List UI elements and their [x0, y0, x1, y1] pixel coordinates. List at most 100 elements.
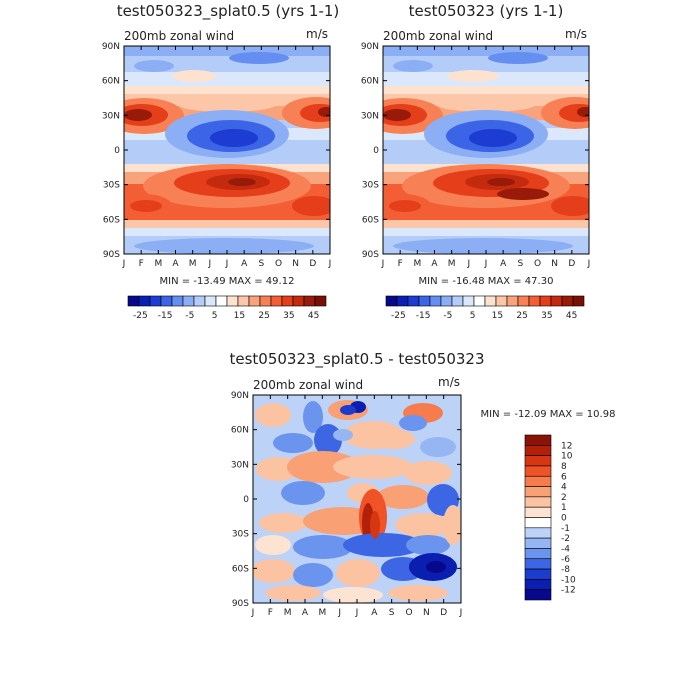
x-tick-label: J	[587, 259, 591, 269]
x-tick-label: J	[381, 259, 385, 269]
colorbar-label: 15	[492, 311, 503, 321]
x-tick-label: F	[268, 608, 273, 618]
colorbar-box	[484, 295, 497, 307]
colorbar-label: 12	[561, 441, 572, 451]
nh-jet-max	[383, 109, 411, 121]
nh-polar	[393, 60, 433, 72]
panel-2-units: m/s	[565, 27, 587, 41]
colorbar-box	[407, 295, 420, 307]
diff-contour	[255, 403, 291, 427]
colorbar-label: -6	[561, 555, 570, 565]
x-tick-label: D	[309, 259, 316, 269]
colorbar-label: -4	[561, 544, 570, 554]
panel-2-title: test050323 (yrs 1-1)	[409, 2, 564, 20]
colorbar-box	[524, 475, 552, 487]
colorbar-box	[182, 295, 195, 307]
y-tick-label: 60N	[361, 77, 379, 87]
x-tick-label: O	[275, 259, 282, 269]
colorbar-label: 25	[516, 311, 527, 321]
diff-contour	[333, 429, 353, 441]
colorbar-box	[524, 589, 552, 601]
diff-contour	[255, 535, 291, 555]
colorbar-box	[524, 465, 552, 477]
colorbar-box	[473, 295, 486, 307]
x-tick-label: J	[355, 608, 359, 618]
y-tick-label: 90N	[102, 42, 120, 52]
colorbar-label: 2	[561, 493, 567, 503]
x-tick-label: J	[251, 608, 255, 618]
colorbar-box	[524, 548, 552, 560]
diff-contour	[333, 455, 413, 479]
diff-contour	[259, 513, 307, 533]
colorbar-box	[524, 527, 552, 539]
x-tick-label: J	[328, 259, 332, 269]
x-tick-label: A	[302, 608, 309, 618]
sh-jet-peak	[228, 178, 256, 186]
colorbar-box	[149, 295, 162, 307]
colorbar-label: 1	[561, 503, 567, 513]
colorbar-label: -15	[158, 311, 173, 321]
colorbar-box	[292, 295, 305, 307]
colorbar-box	[171, 295, 184, 307]
colorbar-box	[524, 506, 552, 518]
panel-1-colorbar: -25 -15 -5 5 15 25 35 45	[127, 295, 327, 321]
diff-contour	[343, 533, 423, 557]
colorbar-box	[160, 295, 173, 307]
sh-polar-core	[389, 200, 421, 212]
panel-3-minmax: MIN = -12.09 MAX = 10.98	[481, 409, 616, 420]
diff-contour	[426, 561, 446, 573]
colorbar-box	[270, 295, 283, 307]
y-tick-label: 30N	[102, 111, 120, 121]
colorbar-label: 5	[470, 311, 476, 321]
colorbar-box	[524, 434, 552, 446]
nh-midlat	[447, 70, 499, 82]
colorbar-label: 45	[308, 311, 319, 321]
diff-contour	[287, 451, 359, 483]
panel-2-variable: 200mb zonal wind	[383, 29, 493, 43]
colorbar-label: -12	[561, 586, 576, 596]
panel-1-units: m/s	[306, 27, 328, 41]
x-tick-label: O	[405, 608, 412, 618]
diff-contour	[404, 461, 452, 485]
colorbar-label: 45	[566, 311, 577, 321]
y-tick-label: 0	[243, 495, 249, 505]
diff-contour	[371, 429, 415, 449]
colorbar-box	[259, 295, 272, 307]
colorbar-label: 4	[561, 483, 567, 493]
y-tick-label: 30N	[361, 111, 379, 121]
colorbar-label: 35	[283, 311, 294, 321]
panel-2: test050323 (yrs 1-1) 200mb zonal wind m/…	[361, 2, 591, 321]
colorbar-label: -10	[561, 575, 576, 585]
diff-contour	[399, 415, 427, 431]
x-tick-label: N	[423, 608, 430, 618]
x-tick-label: M	[448, 259, 456, 269]
diff-contour	[443, 505, 461, 545]
field-band	[383, 220, 589, 230]
diff-contour	[395, 513, 451, 537]
x-tick-label: M	[189, 259, 197, 269]
diff-contour	[377, 485, 429, 509]
sh-polar-low	[134, 238, 314, 254]
panel-3: test050323_splat0.5 - test050323 200mb z…	[229, 350, 615, 618]
x-tick-label: N	[551, 259, 558, 269]
nh-polar	[229, 52, 289, 64]
panel-1-variable: 200mb zonal wind	[124, 29, 234, 43]
x-tick-label: M	[318, 608, 326, 618]
diff-contour	[388, 585, 448, 601]
x-tick-label: S	[517, 259, 523, 269]
x-tick-label: J	[122, 259, 126, 269]
field-band	[124, 228, 330, 238]
colorbar-label: 35	[541, 311, 552, 321]
panel-1-minmax: MIN = -13.49 MAX = 49.12	[160, 276, 295, 287]
panel-1-field	[124, 46, 330, 254]
colorbar-label: -1	[561, 524, 570, 534]
panel-2-colorbar: -25 -15 -5 5 15 25 35 45	[385, 295, 585, 321]
colorbar-box	[462, 295, 475, 307]
easterlies-max	[469, 129, 517, 147]
colorbar-box	[451, 295, 464, 307]
x-tick-label: A	[500, 259, 507, 269]
colorbar-box	[524, 517, 552, 529]
